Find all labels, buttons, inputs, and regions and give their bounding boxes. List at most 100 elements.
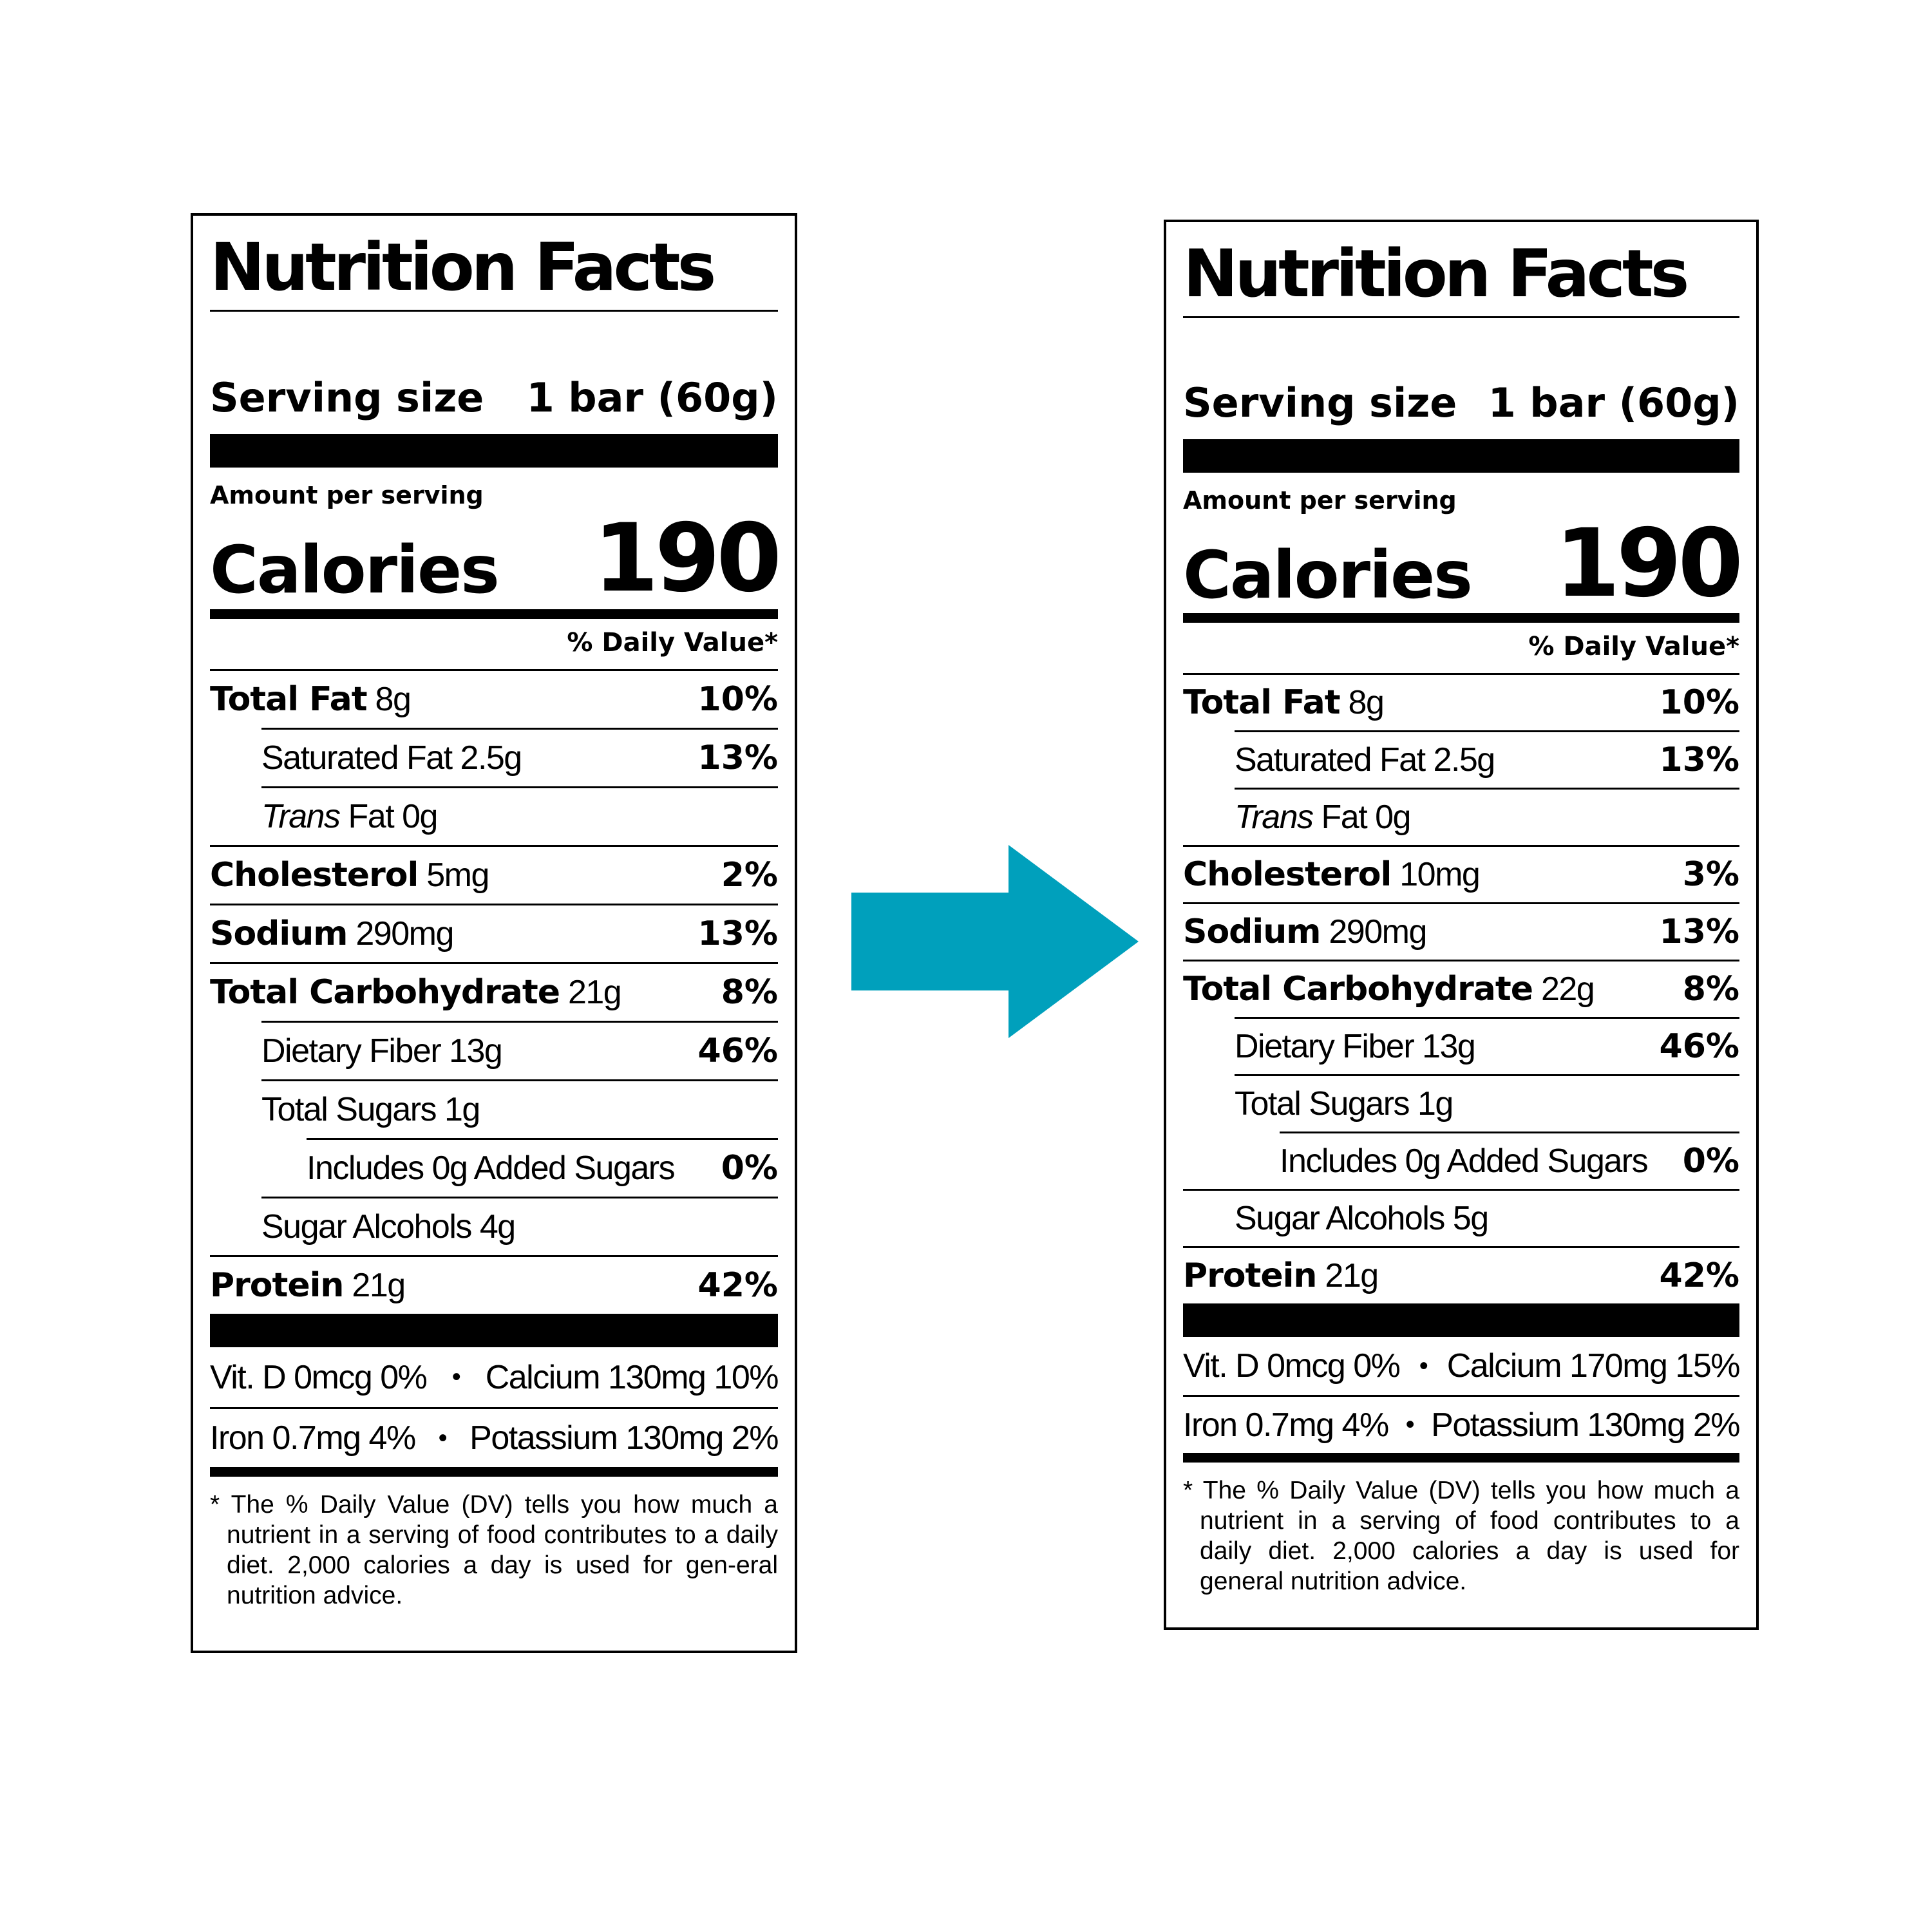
nutrition-label-after: Nutrition Facts Serving size 1 bar (60g)…	[1164, 220, 1759, 1630]
nutrient-row-saturated-fat: Saturated Fat 2.5g 13%	[1235, 730, 1739, 788]
daily-value-header: % Daily Value*	[567, 628, 778, 658]
bullet-separator: •	[1405, 1410, 1415, 1439]
nutrient-row-cholesterol: Cholesterol 5mg 2%	[210, 845, 778, 904]
daily-value-percent: 8%	[1682, 970, 1739, 1009]
nutrient-name: Total Sugars 1g	[261, 1091, 480, 1128]
nutrient-name: Trans Fat 0g	[1235, 799, 1411, 836]
nutrient-name: Saturated Fat 2.5g	[1235, 741, 1495, 779]
calories-row: Calories 190	[210, 504, 782, 613]
divider	[1183, 316, 1739, 318]
nutrient-row-total-sugars: Total Sugars 1g	[1235, 1074, 1739, 1132]
arrow-shape	[851, 845, 1139, 1038]
serving-size-label: Serving size	[1183, 379, 1457, 426]
daily-value-percent: 0%	[721, 1149, 778, 1188]
amount-per-serving: Amount per serving	[210, 481, 484, 509]
daily-value-percent: 10%	[697, 680, 778, 719]
daily-value-footnote: * The % Daily Value (DV) tells you how m…	[1183, 1477, 1739, 1595]
thick-divider	[210, 1314, 778, 1347]
medium-divider	[1183, 613, 1739, 623]
calories-label: Calories	[210, 532, 500, 609]
daily-value-percent: 3%	[1682, 855, 1739, 894]
nutrient-name: Protein 21g	[210, 1266, 406, 1305]
label-content: Nutrition Facts Serving size 1 bar (60g)…	[210, 229, 782, 1611]
right-arrow-icon	[851, 845, 1139, 1038]
daily-value-percent: 10%	[1659, 683, 1739, 722]
nutrient-name: Saturated Fat 2.5g	[261, 739, 522, 777]
bullet-separator: •	[451, 1363, 461, 1391]
daily-value-percent: 46%	[697, 1032, 778, 1070]
daily-value-footnote: * The % Daily Value (DV) tells you how m…	[210, 1491, 778, 1609]
label-title: Nutrition Facts	[210, 229, 716, 306]
nutrient-row-sodium: Sodium 290mg 13%	[210, 904, 778, 962]
vitamin-row-2: Iron 0.7mg 4% • Potassium 130mg 2%	[210, 1407, 779, 1467]
nutrient-row-total-fat: Total Fat 8g 10%	[210, 669, 778, 728]
nutrient-name: Total Fat 8g	[1183, 683, 1385, 722]
nutrient-row-total-carbohydrate: Total Carbohydrate 21g 8%	[210, 962, 778, 1021]
label-title: Nutrition Facts	[1183, 236, 1689, 312]
daily-value-percent: 42%	[697, 1266, 778, 1305]
calories-row: Calories 190	[1183, 515, 1743, 614]
nutrient-name: Includes 0g Added Sugars	[1280, 1142, 1649, 1180]
nutrient-row-added-sugars: Includes 0g Added Sugars 0%	[307, 1138, 778, 1197]
nutrient-name: Includes 0g Added Sugars	[307, 1150, 676, 1187]
nutrient-row-total-fat: Total Fat 8g 10%	[1183, 673, 1739, 730]
daily-value-percent: 13%	[697, 739, 778, 777]
nutrient-row-dietary-fiber: Dietary Fiber 13g 46%	[261, 1021, 778, 1079]
nutrient-name: Sodium 290mg	[210, 914, 454, 953]
nutrient-row-added-sugars: Includes 0g Added Sugars 0%	[1280, 1132, 1739, 1189]
iron: Iron 0.7mg 4%	[1183, 1406, 1389, 1444]
daily-value-percent: 0%	[1682, 1142, 1739, 1180]
vitamin-row-2: Iron 0.7mg 4% • Potassium 130mg 2%	[1183, 1395, 1740, 1453]
thick-divider	[1183, 439, 1739, 473]
serving-size-value: 1 bar (60g)	[1488, 379, 1739, 426]
nutrient-name: Sugar Alcohols 4g	[261, 1208, 516, 1245]
vitamin-row-1: Vit. D 0mcg 0% • Calcium 130mg 10%	[210, 1347, 779, 1407]
daily-value-percent: 13%	[697, 914, 778, 953]
serving-size-row: Serving size 1 bar (60g)	[210, 374, 778, 422]
nutrient-name: Dietary Fiber 13g	[261, 1032, 503, 1070]
potassium: Potassium 130mg 2%	[469, 1419, 779, 1457]
nutrient-name: Cholesterol 10mg	[1183, 855, 1481, 894]
nutrient-row-sugar-alcohols: Sugar Alcohols 5g	[1183, 1189, 1739, 1246]
thick-divider	[1183, 1303, 1739, 1337]
nutrient-row-trans-fat: Trans Fat 0g	[261, 786, 778, 845]
amount-per-serving: Amount per serving	[1183, 486, 1457, 515]
daily-value-percent: 8%	[721, 973, 778, 1012]
potassium: Potassium 130mg 2%	[1431, 1406, 1740, 1444]
serving-size-label: Serving size	[210, 374, 484, 421]
nutrient-name: Total Sugars 1g	[1235, 1085, 1454, 1122]
nutrition-label-before: Nutrition Facts Serving size 1 bar (60g)…	[191, 213, 797, 1653]
iron: Iron 0.7mg 4%	[210, 1419, 416, 1457]
nutrient-name: Total Carbohydrate 21g	[210, 973, 622, 1012]
label-content: Nutrition Facts Serving size 1 bar (60g)…	[1183, 236, 1743, 1596]
calories-value: 190	[593, 504, 782, 613]
nutrient-name: Cholesterol 5mg	[210, 856, 489, 895]
nutrient-name: Total Fat 8g	[210, 680, 412, 719]
medium-divider	[210, 609, 778, 619]
vitamin-d: Vit. D 0mcg 0%	[1183, 1347, 1401, 1385]
nutrient-name: Trans Fat 0g	[261, 798, 438, 835]
nutrient-row-cholesterol: Cholesterol 10mg 3%	[1183, 845, 1739, 902]
vitamin-d: Vit. D 0mcg 0%	[210, 1358, 428, 1396]
nutrient-row-saturated-fat: Saturated Fat 2.5g 13%	[261, 728, 778, 786]
divider	[210, 310, 778, 312]
serving-size-value: 1 bar (60g)	[526, 374, 778, 421]
nutrient-row-sodium: Sodium 290mg 13%	[1183, 902, 1739, 960]
nutrient-row-total-carbohydrate: Total Carbohydrate 22g 8%	[1183, 960, 1739, 1017]
daily-value-percent: 46%	[1659, 1027, 1739, 1066]
thick-divider	[210, 434, 778, 468]
daily-value-percent: 13%	[1659, 741, 1739, 779]
daily-value-percent: 13%	[1659, 913, 1739, 951]
medium-divider	[1183, 1453, 1739, 1463]
daily-value-percent: 42%	[1659, 1256, 1739, 1295]
calcium: Calcium 130mg 10%	[485, 1358, 779, 1396]
nutrient-name: Dietary Fiber 13g	[1235, 1028, 1476, 1065]
calcium: Calcium 170mg 15%	[1446, 1347, 1741, 1385]
bullet-separator: •	[438, 1423, 448, 1452]
calories-label: Calories	[1183, 537, 1473, 614]
serving-size-row: Serving size 1 bar (60g)	[1183, 379, 1739, 428]
vitamin-row-1: Vit. D 0mcg 0% • Calcium 170mg 15%	[1183, 1337, 1741, 1395]
nutrient-row-trans-fat: Trans Fat 0g	[1235, 788, 1739, 845]
nutrient-row-protein: Protein 21g 42%	[1183, 1246, 1739, 1303]
bullet-separator: •	[1419, 1351, 1428, 1380]
